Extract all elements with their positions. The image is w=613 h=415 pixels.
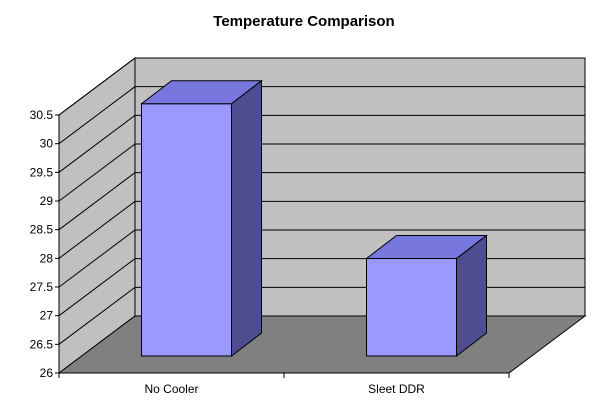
- gridline: [58, 114, 585, 173]
- gridline: [58, 200, 585, 259]
- floor: [57, 315, 587, 374]
- bar-side: [456, 234, 487, 358]
- gridline: [58, 229, 585, 288]
- chart-title: Temperature Comparison: [213, 13, 394, 30]
- y-tick-label: 27: [40, 309, 54, 323]
- gridlines: [58, 57, 585, 345]
- bar-front: [366, 258, 457, 357]
- bar: [365, 234, 488, 358]
- y-tick-label: 28.5: [30, 223, 54, 237]
- x-tick-label: Sleet DDR: [368, 382, 425, 396]
- gridline: [58, 172, 585, 231]
- bar-front: [141, 103, 232, 357]
- y-axis: 26 26.5 27 27.5 28 28.5 29 29.5 30 30.5: [30, 108, 60, 380]
- gridline: [58, 86, 585, 145]
- y-tick-label: 26.5: [30, 337, 54, 351]
- y-tick-label: 27.5: [30, 280, 54, 294]
- x-tick-label: No Cooler: [144, 382, 198, 396]
- y-tick-label: 26: [40, 366, 54, 380]
- y-tick-label: 30: [40, 137, 54, 151]
- gridline: [58, 57, 585, 116]
- bars: [140, 79, 488, 358]
- y-tick-label: 29.5: [30, 165, 54, 179]
- bar-side: [231, 79, 262, 358]
- x-axis: No Cooler Sleet DDR: [58, 372, 510, 396]
- y-tick-label: 29: [40, 194, 54, 208]
- bar: [140, 79, 263, 358]
- y-tick-label: 30.5: [30, 108, 54, 122]
- gridline: [58, 143, 585, 202]
- y-tick-label: 28: [40, 251, 54, 265]
